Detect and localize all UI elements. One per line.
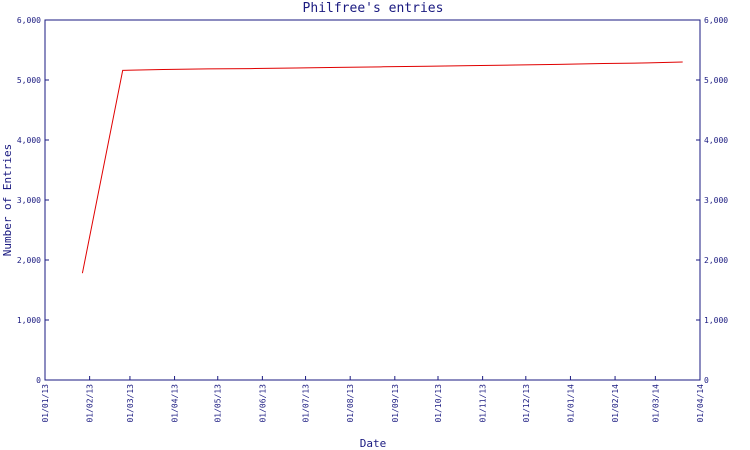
x-tick-label: 01/03/14 <box>651 384 660 423</box>
x-axis-label: Date <box>360 437 387 450</box>
x-tick-label: 01/09/13 <box>391 384 400 423</box>
x-tick-label: 01/02/14 <box>611 384 620 423</box>
y2-tick-label: 5,000 <box>704 76 728 85</box>
y-axis-label: Number of Entries <box>1 144 14 257</box>
y-tick-label: 4,000 <box>17 136 41 145</box>
y2-tick-label: 2,000 <box>704 256 728 265</box>
y2-tick-label: 3,000 <box>704 196 728 205</box>
y-tick-label: 0 <box>36 376 41 385</box>
x-tick-label: 01/01/13 <box>41 384 50 423</box>
x-tick-label: 01/03/13 <box>126 384 135 423</box>
x-tick-label: 01/05/13 <box>214 384 223 423</box>
x-tick-label: 01/04/13 <box>171 384 180 423</box>
y-tick-label: 2,000 <box>17 256 41 265</box>
y-tick-label: 1,000 <box>17 316 41 325</box>
y-tick-label: 5,000 <box>17 76 41 85</box>
x-tick-label: 01/02/13 <box>86 384 95 423</box>
y-tick-label: 3,000 <box>17 196 41 205</box>
y-tick-label: 6,000 <box>17 16 41 25</box>
x-tick-label: 01/08/13 <box>346 384 355 423</box>
x-tick-label: 01/06/13 <box>258 384 267 423</box>
y2-tick-label: 6,000 <box>704 16 728 25</box>
x-tick-label: 01/10/13 <box>434 384 443 423</box>
plot-frame <box>44 19 701 381</box>
x-tick-label: 01/01/14 <box>566 384 575 423</box>
x-tick-label: 01/07/13 <box>302 384 311 423</box>
y2-tick-label: 0 <box>704 376 709 385</box>
chart-title: Philfree's entries <box>303 1 444 16</box>
x-tick-label: 01/12/13 <box>522 384 531 423</box>
x-tick-label: 01/11/13 <box>479 384 488 423</box>
y2-tick-label: 4,000 <box>704 136 728 145</box>
x-tick-label: 01/04/14 <box>696 384 705 423</box>
data-line <box>81 61 683 274</box>
y2-tick-label: 1,000 <box>704 316 728 325</box>
